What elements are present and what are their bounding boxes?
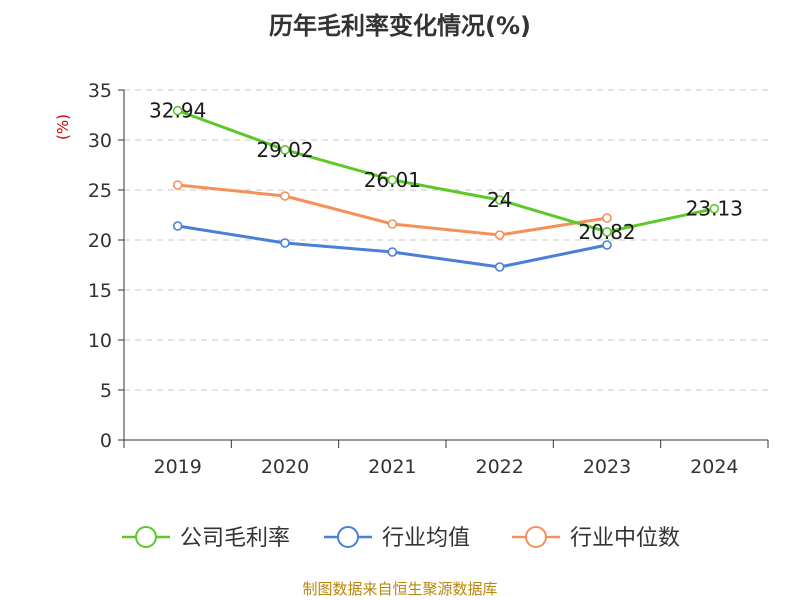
data-point — [602, 227, 612, 237]
x-tick-label: 2020 — [261, 456, 309, 478]
data-label: 20.82 — [578, 220, 635, 244]
data-label: 29.02 — [256, 138, 313, 162]
legend-marker — [135, 526, 157, 548]
data-point — [387, 247, 398, 257]
legend: 公司毛利率 行业均值 行业中位数 — [122, 526, 680, 551]
gridlines — [124, 89, 768, 391]
data-point — [280, 238, 290, 248]
data-point — [172, 180, 183, 190]
series-line — [177, 224, 608, 269]
y-axis-label: (%) — [54, 114, 72, 140]
axes: 0 5 10 15 20 25 30 35 2019 2020 2021 2022 2023 2024 — [88, 80, 769, 478]
y-tick-label: 15 — [88, 280, 112, 302]
x-tick-label: 2024 — [690, 456, 738, 478]
x-tick-label: 2019 — [153, 456, 201, 478]
series-line — [177, 109, 715, 234]
legend-label: 行业中位数 — [570, 526, 680, 551]
x-tick-label: 2021 — [368, 456, 416, 478]
series-lines — [172, 105, 720, 272]
data-point — [602, 240, 612, 250]
data-point — [494, 230, 505, 240]
source-note: 制图数据来自恒生聚源数据库 — [302, 580, 498, 598]
y-tick-label: 35 — [88, 80, 112, 102]
y-tick-label: 5 — [100, 380, 112, 402]
y-tick-label: 10 — [88, 330, 112, 352]
legend-marker — [525, 526, 547, 548]
y-tick-label: 0 — [100, 430, 112, 452]
legend-marker — [337, 526, 359, 548]
chart-title: 历年毛利率变化情况(%) — [269, 12, 531, 40]
y-tick-label: 25 — [88, 180, 112, 202]
x-tick-label: 2022 — [475, 456, 523, 478]
data-label: 23.13 — [686, 197, 743, 221]
data-labels: 32.94 29.02 26.01 24 20.82 23.13 — [149, 99, 743, 244]
data-point — [172, 221, 183, 231]
legend-label: 公司毛利率 — [180, 526, 290, 551]
data-point — [494, 195, 505, 205]
data-point — [602, 213, 612, 223]
data-point — [280, 191, 290, 201]
x-tick-label: 2023 — [583, 456, 631, 478]
data-label: 32.94 — [149, 99, 206, 123]
y-tick-label: 20 — [88, 230, 112, 252]
data-point — [709, 203, 720, 214]
data-point — [172, 105, 183, 116]
data-point — [387, 175, 398, 185]
data-point — [494, 262, 505, 272]
data-label: 26.01 — [364, 168, 421, 192]
data-label: 24 — [487, 188, 512, 212]
data-point — [280, 145, 290, 155]
legend-label: 行业均值 — [382, 526, 470, 551]
data-point — [387, 219, 398, 229]
y-tick-label: 30 — [88, 130, 112, 152]
